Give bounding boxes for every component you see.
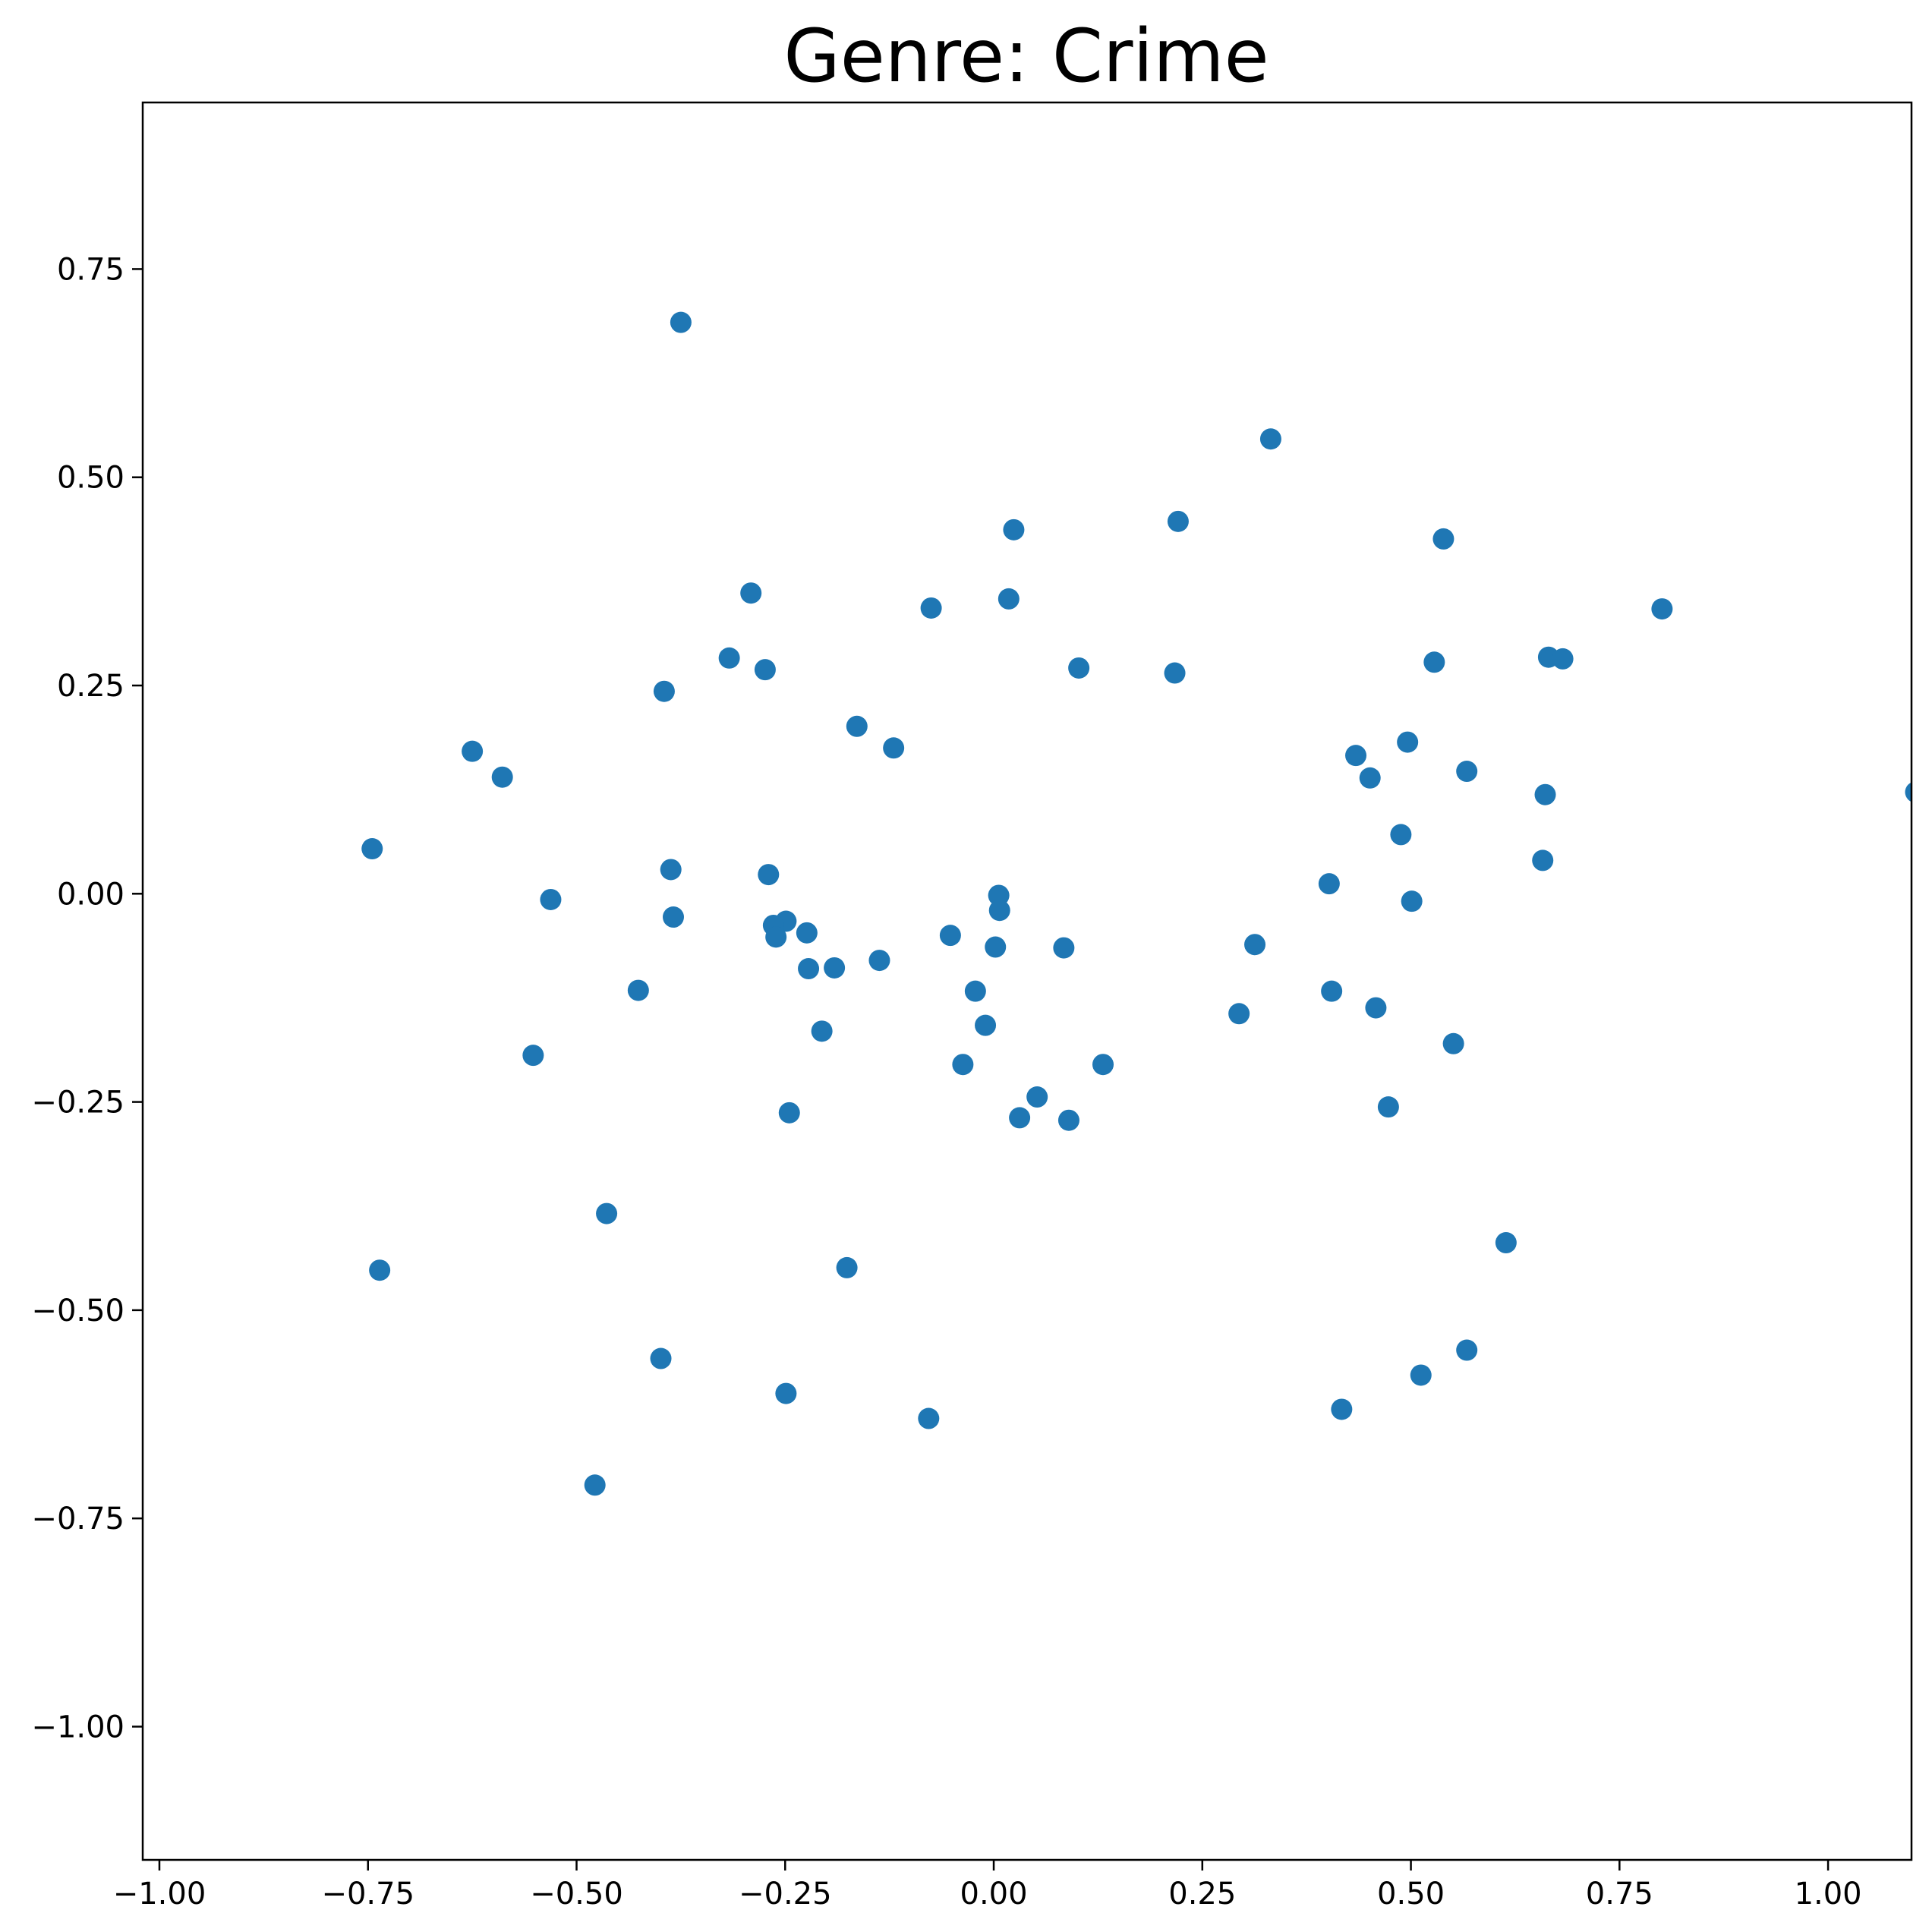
data-point (1228, 1003, 1250, 1025)
data-point (462, 740, 484, 762)
data-point (491, 766, 513, 788)
data-point (1026, 1086, 1048, 1108)
data-point (1057, 1109, 1079, 1131)
data-point (1003, 518, 1025, 541)
data-point (1651, 598, 1673, 620)
data-point (778, 1102, 800, 1124)
y-tick-label: −0.25 (31, 1086, 124, 1120)
data-point (846, 715, 868, 737)
data-point (1345, 745, 1367, 767)
data-point (796, 922, 818, 944)
y-tick-label: 0.00 (57, 877, 124, 912)
data-point (998, 588, 1020, 610)
data-point (952, 1054, 974, 1076)
data-point (627, 979, 649, 1001)
y-tick-label: −0.75 (31, 1502, 124, 1536)
data-point (939, 925, 961, 947)
data-point (1410, 1364, 1432, 1386)
data-point (1456, 1339, 1478, 1361)
x-tick-label: 0.00 (960, 1877, 1028, 1912)
data-point (740, 582, 762, 604)
data-point (798, 958, 820, 980)
data-point (1365, 997, 1387, 1019)
data-point (775, 1382, 797, 1404)
data-point (369, 1259, 391, 1281)
x-tick-label: −0.75 (321, 1877, 414, 1912)
data-point (540, 888, 562, 910)
data-point (975, 1014, 997, 1036)
data-point (758, 864, 780, 886)
data-point (1092, 1054, 1114, 1076)
plot-area-frame (141, 101, 1913, 1861)
data-point (754, 659, 776, 681)
data-point (985, 936, 1007, 958)
data-point (1377, 1096, 1399, 1118)
data-point (1259, 428, 1281, 450)
data-point (1401, 890, 1423, 912)
data-point (718, 647, 740, 669)
y-tick-label: 0.75 (57, 252, 124, 287)
data-point (522, 1045, 544, 1067)
data-point (1009, 1107, 1031, 1129)
x-axis-ticks: −1.00 −0.75 −0.50 −0.25 0.00 0.25 0.50 0.75 1.00 (113, 1860, 1862, 1912)
data-point (361, 838, 383, 860)
data-point (1534, 783, 1556, 805)
data-point (1423, 651, 1445, 673)
data-point (1905, 782, 1912, 802)
data-point (1397, 731, 1419, 753)
y-tick-label: 0.25 (57, 669, 124, 704)
data-point (1164, 662, 1186, 684)
data-point (1321, 980, 1343, 1002)
y-tick-label: −1.00 (31, 1710, 124, 1744)
data-point (883, 737, 905, 759)
x-tick-label: 0.75 (1586, 1877, 1653, 1912)
data-point (1552, 648, 1574, 670)
data-point (765, 926, 787, 948)
data-point (824, 957, 846, 979)
data-point (988, 900, 1010, 922)
data-point (836, 1256, 858, 1278)
data-point (1167, 510, 1189, 532)
data-point (1331, 1398, 1353, 1420)
data-point (918, 1407, 940, 1429)
y-tick-label: −0.50 (31, 1294, 124, 1328)
x-tick-label: −1.00 (113, 1877, 206, 1912)
x-tick-label: 1.00 (1795, 1877, 1862, 1912)
y-axis-ticks: 0.75 0.50 0.25 0.00 −0.25 −0.50 −0.75 −1.00 (31, 252, 143, 1744)
x-tick-label: −0.50 (530, 1877, 623, 1912)
data-point (663, 906, 684, 928)
x-tick-label: 0.50 (1377, 1877, 1445, 1912)
data-point (1053, 937, 1075, 959)
data-point (1432, 528, 1455, 550)
data-point (1390, 824, 1412, 846)
data-point (988, 884, 1010, 906)
data-point (1244, 934, 1266, 956)
data-point (920, 597, 942, 619)
data-point (596, 1202, 618, 1224)
data-point (811, 1020, 833, 1042)
data-point (653, 680, 675, 702)
chart-title: Genre: Crime (783, 14, 1269, 99)
data-point (1442, 1032, 1464, 1054)
data-point (650, 1347, 672, 1369)
points-layer (361, 311, 1912, 1496)
data-point (1318, 873, 1340, 895)
data-point (584, 1474, 606, 1496)
data-point (1495, 1232, 1517, 1254)
data-point (868, 950, 890, 972)
x-tick-label: 0.25 (1168, 1877, 1236, 1912)
data-point (1532, 849, 1554, 871)
data-point (670, 311, 692, 333)
data-point (1359, 767, 1381, 789)
y-tick-label: 0.50 (57, 461, 124, 496)
data-point (964, 980, 986, 1002)
data-point (1068, 657, 1090, 679)
data-point (1456, 761, 1478, 783)
x-tick-label: −0.25 (739, 1877, 832, 1912)
data-point (660, 859, 682, 881)
